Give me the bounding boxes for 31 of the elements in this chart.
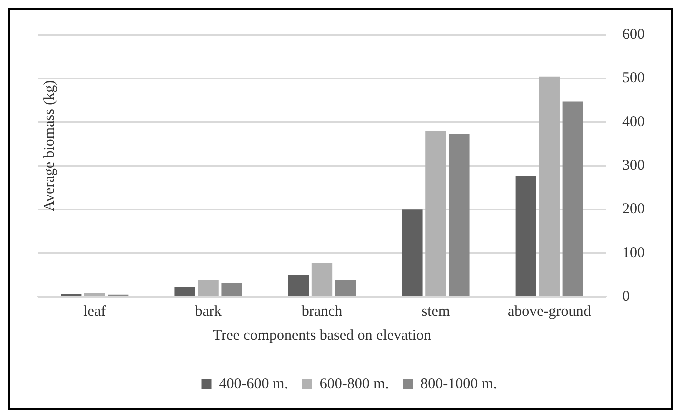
legend-label: 400-600 m. xyxy=(219,376,288,392)
bar xyxy=(174,287,196,296)
y-tick-label: 600 xyxy=(622,26,645,43)
y-tick-label: 100 xyxy=(622,245,645,262)
y-tick-label: 0 xyxy=(622,288,630,305)
y-tick-label: 400 xyxy=(622,114,645,130)
bar xyxy=(335,280,356,296)
y-tick-label: 300 xyxy=(622,158,645,174)
bar xyxy=(222,283,242,296)
bar xyxy=(562,102,584,296)
legend-label: 800-1000 m. xyxy=(420,376,498,392)
bar xyxy=(61,294,82,296)
bar xyxy=(516,176,536,296)
x-tick-label: branch xyxy=(302,304,344,320)
bar xyxy=(402,210,423,296)
x-tick-label: stem xyxy=(422,304,450,320)
bar xyxy=(426,132,446,296)
x-tick-label: bark xyxy=(195,304,222,320)
bar xyxy=(288,275,310,296)
bar xyxy=(449,134,470,296)
y-tick-label: 200 xyxy=(622,202,645,218)
bar xyxy=(198,280,219,296)
bar xyxy=(84,293,106,296)
bar xyxy=(539,76,560,296)
bar xyxy=(312,263,333,296)
legend-label: 600-800 m. xyxy=(320,376,390,392)
x-tick-label: leaf xyxy=(84,304,106,320)
y-tick-label: 500 xyxy=(622,70,645,87)
x-tick-label: above-ground xyxy=(508,304,592,320)
y-axis-title: Average biomass (kg) xyxy=(42,80,58,212)
x-axis-title: Tree components based on elevation xyxy=(212,328,432,344)
